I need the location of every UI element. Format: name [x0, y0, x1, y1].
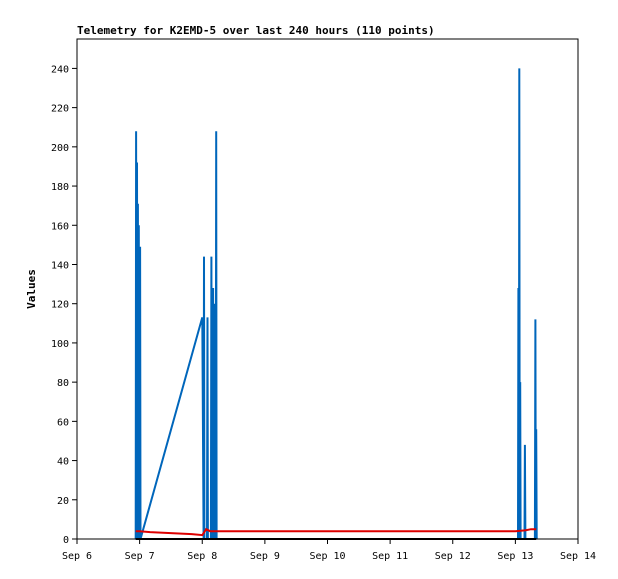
- plot-frame: [76, 38, 579, 540]
- y-tick-label: 240: [51, 64, 69, 75]
- x-tick-label: Sep 14: [560, 551, 596, 562]
- y-tick-label: 20: [57, 496, 69, 507]
- y-tick-label: 100: [51, 339, 69, 350]
- x-tick-label: Sep 8: [187, 551, 217, 562]
- x-tick-label: Sep 7: [125, 551, 155, 562]
- x-tick-label: Sep 12: [435, 551, 471, 562]
- y-tick-label: 220: [51, 104, 69, 115]
- chart-title: Telemetry for K2EMD-5 over last 240 hour…: [77, 24, 435, 37]
- y-tick-label: 200: [51, 143, 69, 154]
- y-tick-label: 40: [57, 457, 69, 468]
- y-tick-label: 80: [57, 378, 69, 389]
- x-tick-label: Sep 9: [250, 551, 280, 562]
- y-tick-label: 60: [57, 417, 69, 428]
- x-tick-label: Sep 11: [372, 551, 408, 562]
- y-tick-label: 0: [63, 535, 69, 546]
- y-tick-label: 160: [51, 221, 69, 232]
- y-axis-label: Values: [25, 269, 38, 309]
- y-tick-label: 180: [51, 182, 69, 193]
- series-line-2: [135, 527, 537, 537]
- x-tick-label: Sep 10: [309, 551, 345, 562]
- y-tick-label: 140: [51, 260, 69, 271]
- y-tick-label: 120: [51, 300, 69, 311]
- x-tick-label: Sep 13: [497, 551, 533, 562]
- axis-layer: 0 20 40 60 80 100 120 140 160 180 200 220 240 Sep 6 Se…: [51, 64, 596, 562]
- x-tick-label: Sep 6: [62, 551, 92, 562]
